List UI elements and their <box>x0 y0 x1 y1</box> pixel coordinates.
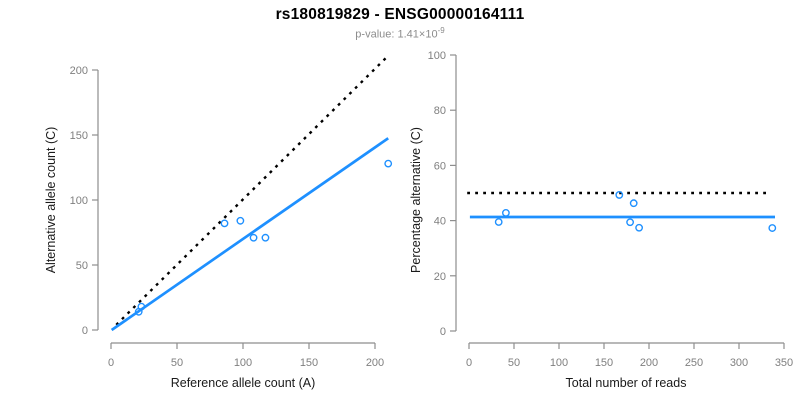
fitted-ratio-line <box>110 137 389 332</box>
x-tick-label: 0 <box>466 357 472 369</box>
y-tick-label: 0 <box>82 325 88 337</box>
data-point <box>768 224 777 232</box>
y-tick-label: 80 <box>434 105 446 117</box>
data-point <box>501 208 510 217</box>
x-tick-label: 150 <box>595 357 613 369</box>
figure-subtitle: p-value: 1.41×10-9 <box>0 26 800 41</box>
allele-count-scatter: 0 50 100 150 200 0 50 100 150 200 Reference allele… <box>44 54 393 390</box>
x-tick-label: 200 <box>366 357 384 369</box>
x-tick-label: 300 <box>730 357 748 369</box>
x-axis-label: Total number of reads <box>566 376 687 390</box>
x-tick-label: 100 <box>550 357 568 369</box>
percentage-scatter: 0 20 40 60 80 100 0 50 100 150 200 250 300 350 Total n… <box>409 50 793 390</box>
x-tick-label: 200 <box>640 357 658 369</box>
data-point <box>261 233 270 242</box>
y-tick-label: 60 <box>434 160 446 172</box>
data-point <box>615 191 624 199</box>
data-point <box>494 218 503 226</box>
data-point <box>626 218 634 227</box>
data-point <box>629 199 638 208</box>
x-tick-label: 150 <box>300 357 318 369</box>
data-point <box>384 159 393 168</box>
p-value-text: p-value: 1.41×10 <box>355 28 438 41</box>
y-tick-label: 0 <box>440 326 446 338</box>
y-tick-label: 200 <box>70 65 88 77</box>
x-tick-label: 250 <box>685 357 703 369</box>
x-tick-label: 50 <box>171 357 183 369</box>
data-point <box>236 216 245 225</box>
y-axis-label: Alternative allele count (C) <box>44 127 58 274</box>
x-tick-label: 0 <box>108 357 114 369</box>
y-tick-label: 100 <box>70 195 88 207</box>
y-tick-label: 20 <box>434 271 446 283</box>
y-tick-label: 150 <box>70 130 88 142</box>
data-point <box>635 223 643 232</box>
p-value-exponent: -9 <box>437 26 445 35</box>
x-axis-label: Reference allele count (A) <box>171 376 316 390</box>
y-axis-label: Percentage alternative (C) <box>409 127 423 273</box>
y-tick-label: 50 <box>76 260 88 272</box>
data-point <box>137 302 146 311</box>
x-tick-label: 350 <box>775 357 793 369</box>
y-tick-label: 100 <box>428 50 446 62</box>
x-tick-label: 50 <box>508 357 520 369</box>
identity-line <box>115 54 390 326</box>
figure-title: rs180819829 - ENSG00000164111 <box>275 6 525 23</box>
data-point <box>249 233 258 242</box>
y-tick-label: 40 <box>434 216 446 228</box>
x-tick-label: 100 <box>234 357 252 369</box>
data-point <box>220 219 229 228</box>
